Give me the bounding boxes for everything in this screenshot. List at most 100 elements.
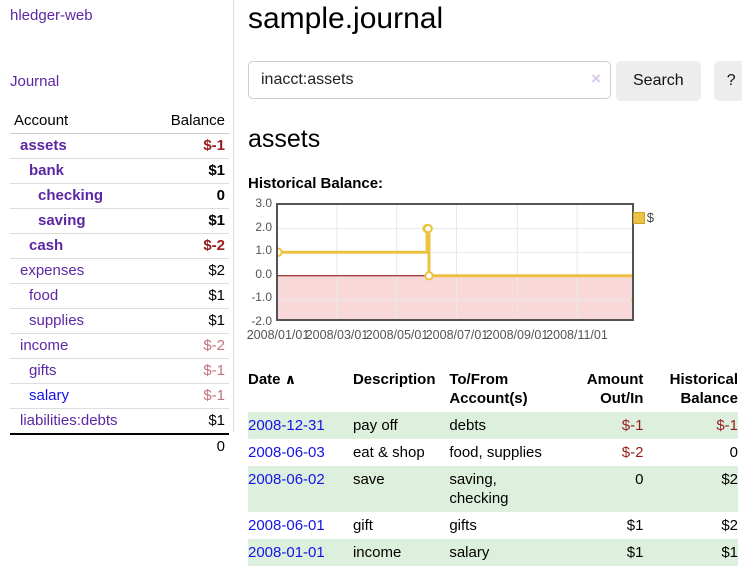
sort-ascending-icon: ∧ — [284, 371, 297, 387]
transaction-description: gift — [352, 517, 373, 534]
account-balance: $1 — [150, 408, 229, 434]
transaction-balance: $2 — [721, 471, 738, 488]
account-link-cash[interactable]: cash — [29, 237, 64, 254]
account-row: supplies $1 — [10, 308, 229, 334]
register-header-row: Date ∧ Description To/From Account(s) Am… — [248, 366, 738, 412]
search-form: × Search ? — [248, 61, 742, 101]
negative-region-fill — [278, 275, 632, 319]
transaction-accounts: saving, checking — [449, 471, 509, 507]
data-point-marker — [423, 223, 433, 234]
transaction-balance: 0 — [729, 444, 738, 461]
clear-search-icon[interactable]: × — [591, 69, 601, 88]
register-header-description: Description — [352, 371, 436, 388]
transaction-amount: $-2 — [621, 444, 644, 461]
transaction-date-link[interactable]: 2008-06-01 — [248, 517, 325, 534]
account-balance: $2 — [150, 258, 229, 284]
transaction-date-link[interactable]: 2008-12-31 — [248, 417, 325, 434]
account-row: checking 0 — [10, 183, 229, 209]
accounts-header-row: Account Balance — [10, 109, 229, 134]
account-link-checking[interactable]: checking — [38, 187, 104, 204]
account-link-supplies[interactable]: supplies — [29, 312, 85, 329]
search-input[interactable] — [248, 61, 611, 99]
page-title: sample.journal — [248, 2, 444, 35]
historical-balance-chart: 3.0 2.0 1.0 0.0 -1.0 -2.0 2008/01/01 2008/03/01… — [247, 196, 668, 350]
account-row: gifts $-1 — [10, 358, 229, 384]
transaction-row: 2008-01-01 income salary $1 $1 — [248, 539, 738, 566]
help-button[interactable]: ? — [713, 61, 742, 101]
transaction-row: 2008-06-03 eat & shop food, supplies $-2 0 — [248, 439, 738, 466]
register-header-balance: Historical Balance — [669, 371, 738, 407]
account-balance: $-1 — [150, 358, 229, 384]
accounts-header-account: Account — [10, 109, 151, 134]
journal-link[interactable]: Journal — [10, 73, 60, 90]
transaction-date-link[interactable]: 2008-01-01 — [248, 544, 325, 561]
register-header-amount: Amount Out/In — [586, 371, 644, 407]
data-point-marker — [278, 247, 283, 257]
account-row: assets $-1 — [10, 134, 229, 159]
transaction-date-link[interactable]: 2008-06-03 — [248, 444, 325, 461]
account-link-liabilities-debts[interactable]: liabilities:debts — [20, 412, 118, 429]
y-tick-label: 1.0 — [255, 243, 272, 257]
transaction-description: save — [352, 471, 385, 488]
account-link-food[interactable]: food — [29, 287, 59, 304]
register-table: Date ∧ Description To/From Account(s) Am… — [248, 366, 738, 566]
account-row: saving $1 — [10, 208, 229, 234]
account-row: liabilities:debts $1 — [10, 408, 229, 434]
account-link-assets[interactable]: assets — [20, 137, 67, 154]
search-input-wrap: × — [248, 61, 611, 101]
account-balance: $1 — [150, 283, 229, 309]
account-row: food $1 — [10, 283, 229, 309]
transaction-row: 2008-12-31 pay off debts $-1 $-1 — [248, 412, 738, 439]
transaction-balance: $-1 — [716, 417, 738, 434]
account-link-bank[interactable]: bank — [29, 162, 65, 179]
transaction-amount: $-1 — [621, 417, 644, 434]
sidebar: hledger-web Journal Account Balance asse… — [0, 0, 234, 459]
y-tick-label: 3.0 — [255, 196, 272, 210]
account-balance: $1 — [150, 208, 229, 234]
account-balance: $1 — [150, 308, 229, 334]
accounts-header-balance: Balance — [150, 109, 229, 134]
account-link-gifts[interactable]: gifts — [29, 362, 57, 379]
register-header-date-label: Date — [248, 371, 281, 388]
transaction-balance: $1 — [721, 544, 738, 561]
y-tick-label: 0.0 — [255, 267, 272, 281]
data-point-marker — [424, 271, 434, 281]
transaction-row: 2008-06-02 save saving, checking 0 $2 — [248, 466, 738, 512]
transaction-date-link[interactable]: 2008-06-02 — [248, 471, 325, 488]
account-row: expenses $2 — [10, 258, 229, 284]
search-button[interactable]: Search — [616, 61, 701, 101]
x-tick-label: 2008/05/01 — [365, 328, 429, 342]
account-link-saving[interactable]: saving — [38, 212, 86, 229]
account-link-expenses[interactable]: expenses — [20, 262, 85, 279]
chart-title: Historical Balance: — [248, 175, 384, 192]
account-balance: 0 — [150, 183, 229, 209]
chart-plot-area — [276, 203, 634, 321]
register-header-date[interactable]: Date ∧ — [248, 366, 348, 412]
account-link-income[interactable]: income — [20, 337, 69, 354]
register-header-accounts: To/From Account(s) — [449, 371, 528, 407]
data-point-marker — [631, 296, 632, 302]
account-balance: $1 — [150, 158, 229, 184]
x-tick-label: 2008/09/01 — [485, 328, 549, 342]
x-tick-label: 2008/11/01 — [546, 328, 608, 342]
account-row: income $-2 — [10, 333, 229, 359]
brand-link[interactable]: hledger-web — [10, 7, 93, 24]
accounts-table: Account Balance assets $-1 bank $1 checking 0… — [10, 109, 229, 459]
accounts-total-row: 0 — [10, 433, 229, 459]
account-balance: $-1 — [150, 383, 229, 409]
transaction-description: pay off — [352, 417, 398, 434]
account-heading: assets — [248, 125, 321, 153]
account-row: bank $1 — [10, 158, 229, 184]
transaction-accounts: food, supplies — [449, 444, 542, 461]
x-tick-label: 2008/03/01 — [305, 328, 369, 342]
account-row: cash $-2 — [10, 233, 229, 259]
transaction-description: income — [352, 544, 402, 561]
chart-legend: $ — [632, 210, 654, 225]
transaction-accounts: salary — [449, 544, 490, 561]
transaction-balance: $2 — [721, 517, 738, 534]
account-row: salary $-1 — [10, 383, 229, 409]
account-link-salary[interactable]: salary — [29, 387, 70, 404]
y-tick-label: -2.0 — [251, 314, 272, 328]
x-tick-label: 2008/01/01 — [246, 328, 310, 342]
transaction-description: eat & shop — [352, 444, 425, 461]
